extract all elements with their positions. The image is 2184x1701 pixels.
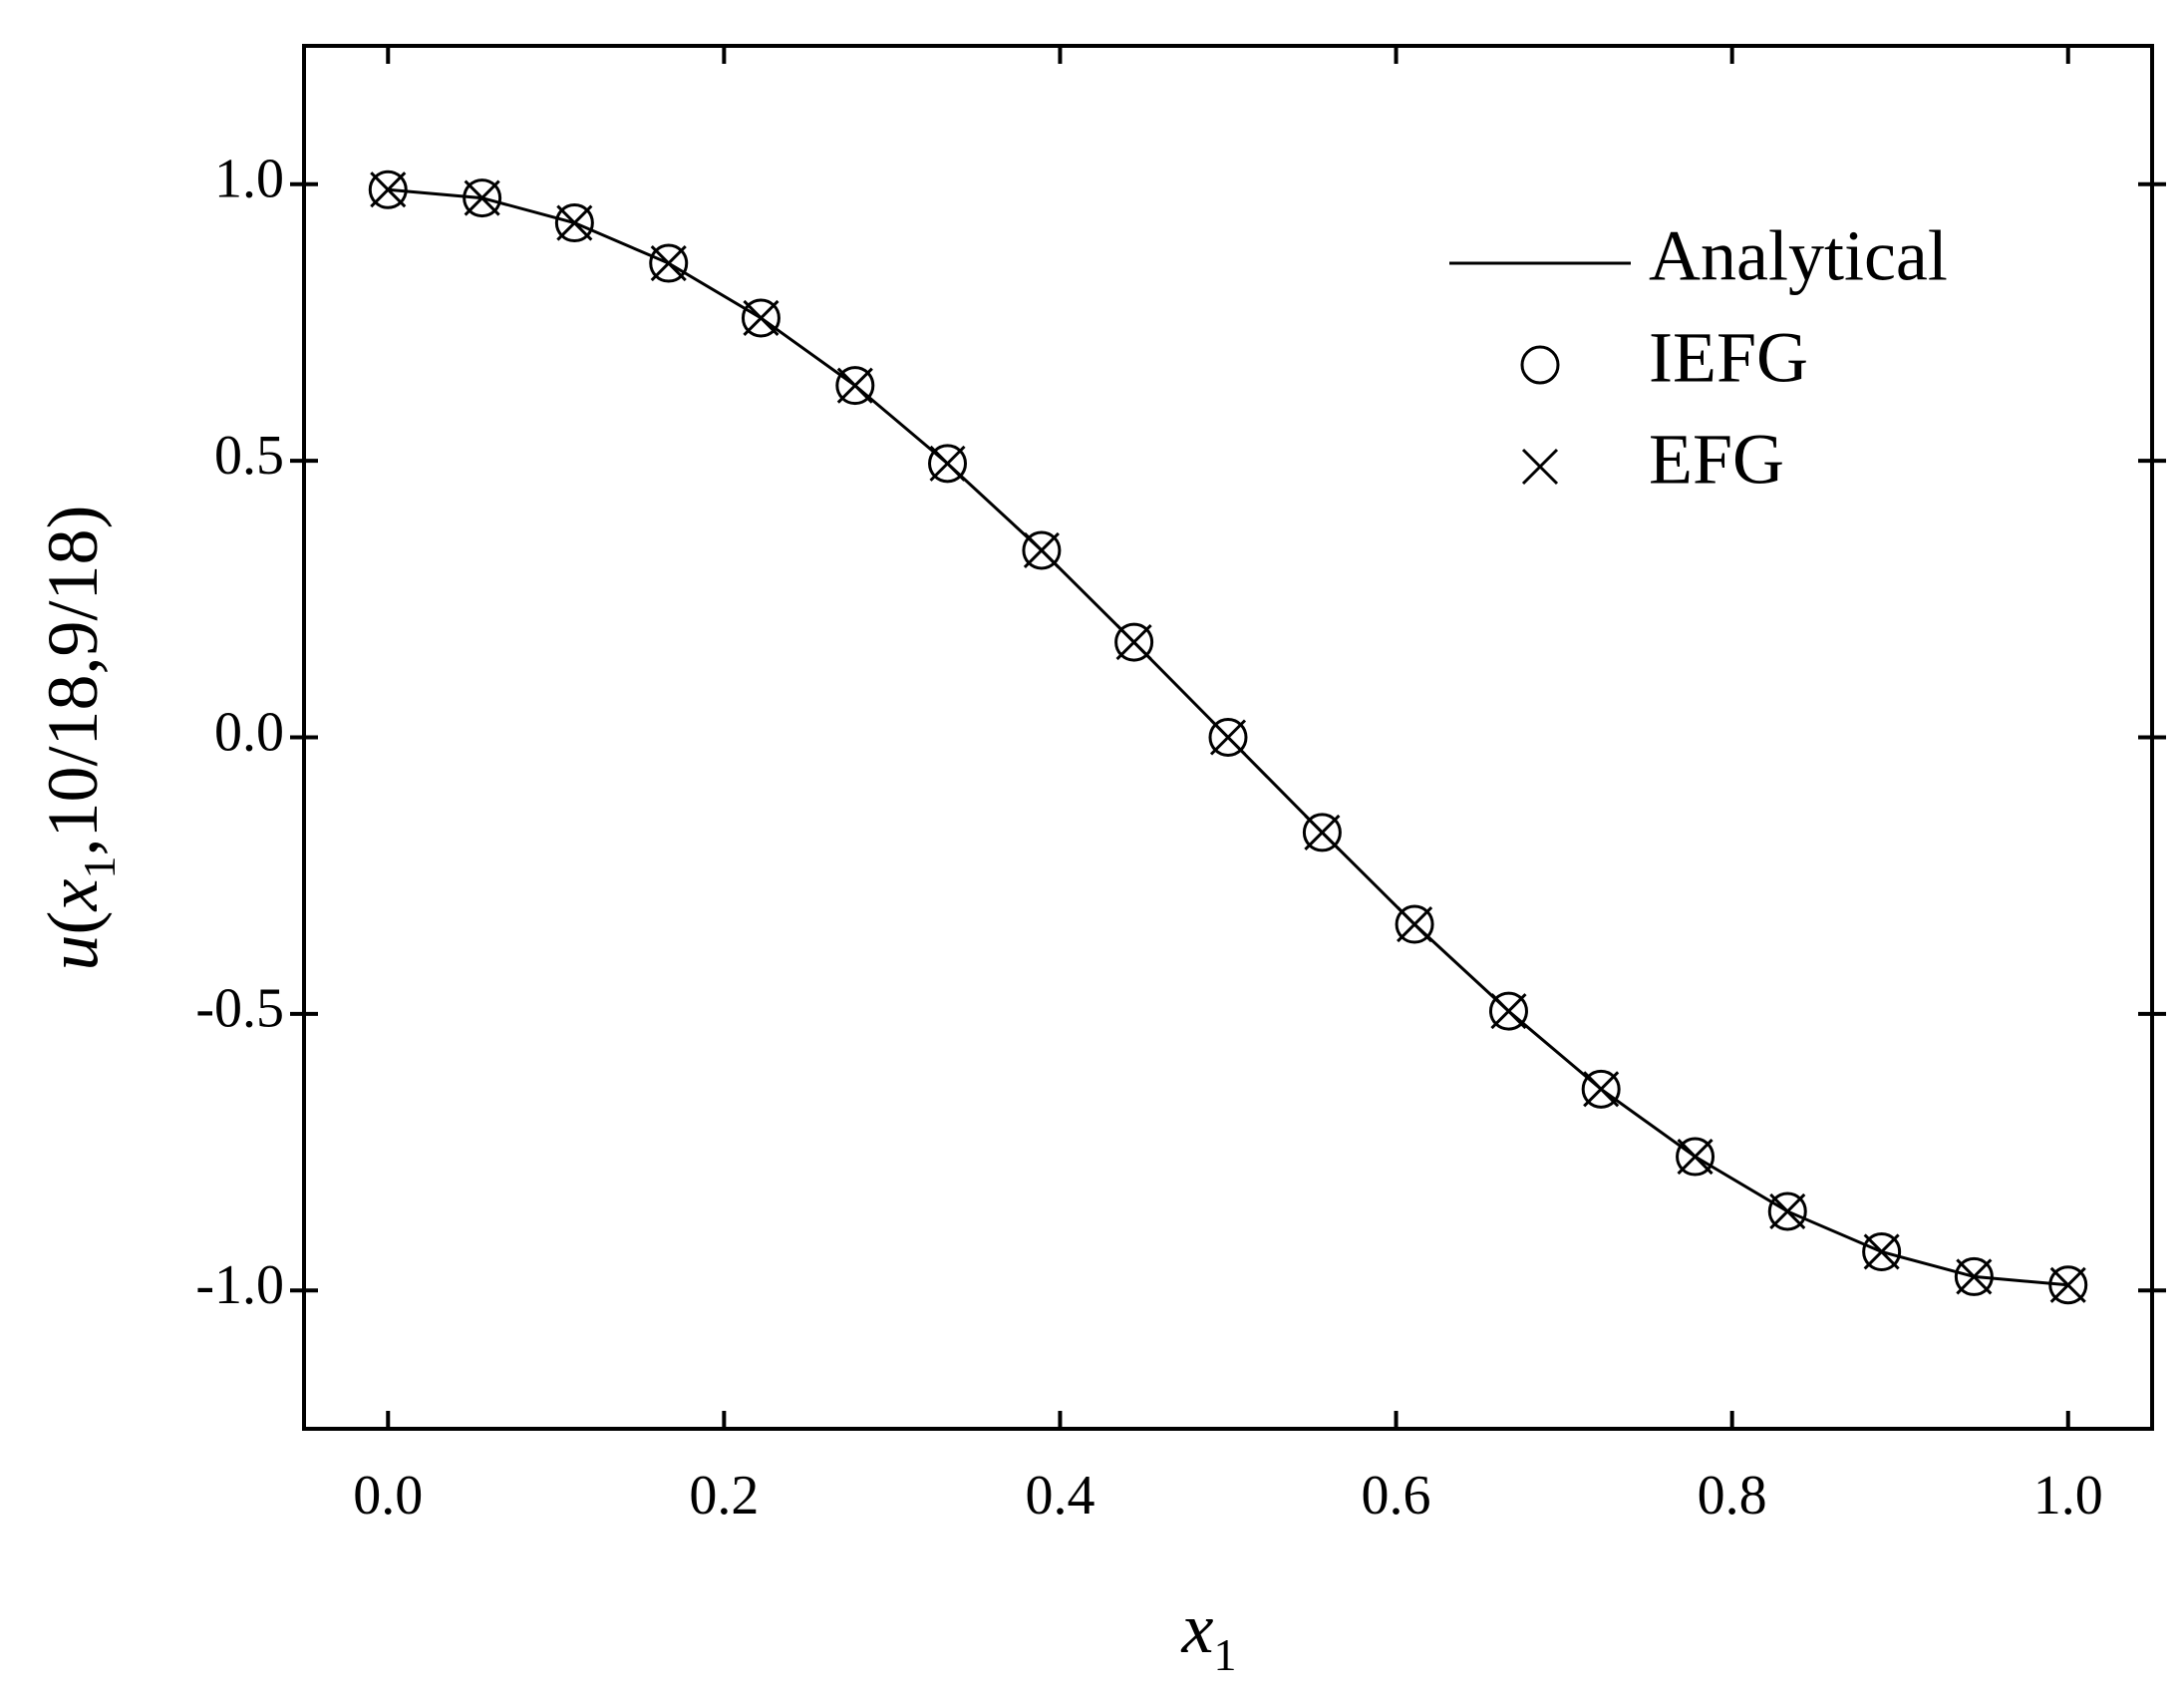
marker-cross: [1490, 993, 1527, 1030]
y-label-part: u: [33, 934, 113, 970]
marker-circle: [741, 298, 780, 338]
y-tick-label: 1.0: [214, 149, 284, 210]
x-tick-label: 0.2: [689, 1465, 759, 1527]
marker-cross: [370, 171, 407, 208]
marker-circle: [835, 366, 875, 406]
x-tick-label: 0.0: [353, 1465, 423, 1527]
marker-cross: [1304, 814, 1341, 850]
x-tick-label: 0.4: [1025, 1465, 1094, 1527]
marker-circle: [1862, 1231, 1902, 1271]
x-tick-label: 0.6: [1362, 1465, 1431, 1527]
marker-circle: [2048, 1265, 2088, 1305]
marker-circle: [1114, 622, 1154, 662]
marker-cross: [1023, 531, 1060, 569]
y-label-sub: 1: [74, 856, 125, 879]
x-tick-label: 0.8: [1698, 1465, 1767, 1527]
marker-circle: [1676, 1137, 1716, 1177]
marker-circle: [368, 170, 408, 209]
x-tick-label: 1.0: [2033, 1465, 2103, 1527]
legend-label: IEFG: [1649, 318, 1808, 398]
legend-label: Analytical: [1649, 216, 1948, 296]
y-label-part: ,10/18,9/18): [33, 506, 113, 856]
marker-circle: [1767, 1191, 1807, 1231]
marker-circle: [1520, 345, 1560, 385]
marker-circle: [1022, 530, 1062, 570]
marker-cross: [2049, 1266, 2086, 1303]
y-tick-label: -1.0: [195, 1254, 284, 1316]
marker-circle: [554, 203, 594, 243]
marker-circle: [1954, 1256, 1994, 1296]
marker-circle: [1581, 1069, 1621, 1109]
marker-cross: [1956, 1258, 1993, 1295]
x-axis-label: x1: [1181, 1588, 1237, 1680]
marker-cross: [1769, 1192, 1806, 1230]
marker-circle: [1302, 813, 1342, 852]
x-label-sub: 1: [1213, 1629, 1236, 1680]
marker-circle: [1395, 904, 1434, 944]
marker-circle: [1208, 718, 1248, 757]
marker-cross: [556, 204, 593, 241]
y-axis-label: u(x1,10/18,9/18): [33, 506, 125, 971]
marker-cross: [1397, 905, 1433, 943]
marker-circle: [649, 243, 689, 283]
x-label-var: x: [1181, 1588, 1214, 1668]
marker-cross: [743, 299, 780, 337]
marker-circle: [463, 178, 502, 218]
marker-cross: [1677, 1138, 1714, 1176]
marker-cross: [1583, 1071, 1620, 1108]
marker-cross: [836, 367, 873, 404]
marker-circle: [928, 444, 968, 484]
y-label-part: x: [33, 878, 113, 911]
marker-circle: [1488, 991, 1528, 1031]
y-tick-label: 0.0: [214, 701, 284, 763]
y-label-part: (: [33, 910, 113, 934]
marker-cross: [1209, 719, 1247, 756]
marker-cross: [1863, 1233, 1900, 1270]
marker-cross: [1115, 624, 1152, 661]
marker-cross: [650, 244, 687, 282]
legend-label: EFG: [1649, 420, 1784, 500]
marker-cross: [929, 445, 966, 482]
y-tick-label: 0.5: [214, 425, 284, 487]
marker-cross: [464, 179, 500, 216]
y-tick-label: -0.5: [195, 978, 284, 1040]
marker-cross: [1521, 448, 1559, 486]
